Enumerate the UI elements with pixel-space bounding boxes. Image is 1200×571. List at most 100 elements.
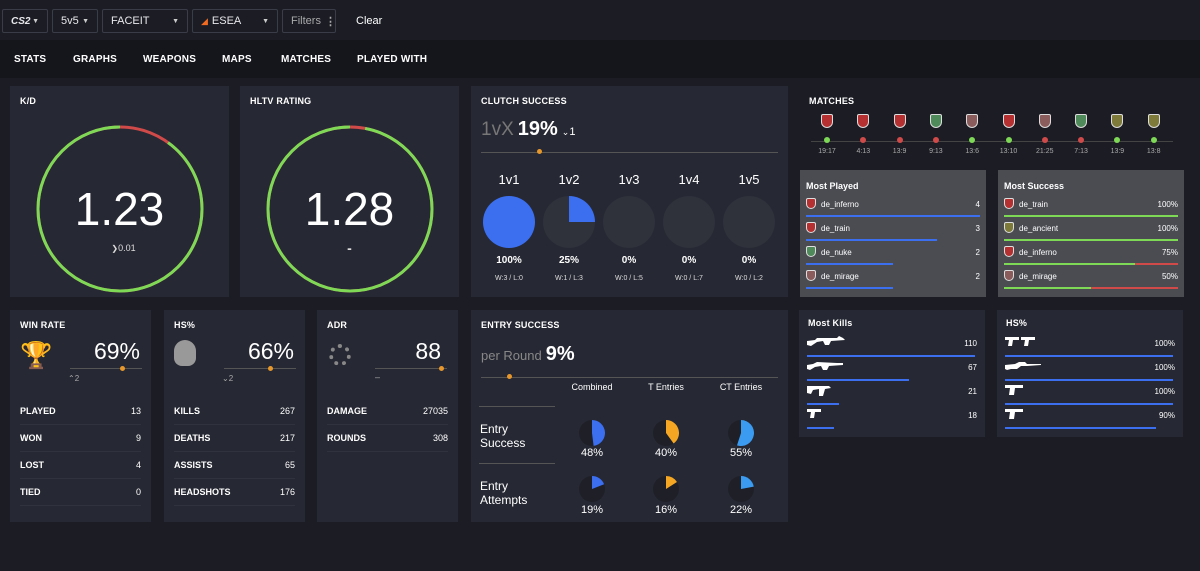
stat-label: HEADSHOTS (174, 487, 231, 497)
tab-weapons[interactable]: WEAPONS (143, 53, 197, 65)
map-icon (1004, 198, 1014, 209)
chevron-down-icon: ▼ (32, 17, 39, 25)
clutch-slider-marker (537, 149, 542, 154)
weapon-row[interactable]: 18 (807, 406, 977, 430)
hltv-change: - (347, 240, 352, 256)
match-item[interactable]: 19:17 (815, 114, 839, 155)
clutch-panel: CLUTCH SUCCESS 1vX 19% ⌄ 1 1v1 100% W:3 / L… (471, 86, 788, 297)
stat-value: 65 (284, 460, 295, 470)
team-logo-icon (1038, 114, 1051, 128)
map-row[interactable]: de_nuke 2 (806, 242, 980, 266)
platform-dropdown[interactable]: FACEIT ▼ (102, 9, 188, 33)
map-icon (1004, 222, 1014, 233)
map-bar (806, 215, 980, 217)
stat-label: WON (20, 433, 42, 443)
winrate-change-row: ⌃2 (68, 374, 79, 383)
adr-marker (439, 366, 444, 371)
map-value: 2 (975, 248, 980, 257)
hs-marker (268, 366, 273, 371)
entry-attempts-label: Entry Attempts (480, 479, 528, 507)
most-played-title: Most Played (806, 181, 859, 191)
clutch-pie (483, 196, 535, 248)
tab-matches[interactable]: MATCHES (281, 53, 332, 65)
tab-maps[interactable]: MAPS (222, 53, 252, 65)
rifle-scar-icon (807, 362, 843, 370)
clear-button[interactable]: Clear (356, 15, 383, 27)
map-value: 75% (1161, 248, 1178, 257)
match-result-dot (1078, 137, 1085, 143)
match-item[interactable]: 9:13 (924, 114, 948, 155)
entry-pie-slice (592, 420, 605, 446)
weapon-shape (807, 362, 843, 370)
tab-stats[interactable]: STATS (14, 53, 47, 65)
team-logo-icon (857, 114, 870, 128)
weapon-row[interactable]: 100% (1005, 334, 1175, 358)
entry-summary: per Round 9% (481, 343, 575, 366)
match-result-dot (1041, 137, 1048, 143)
clutch-label: 1v2 (558, 172, 580, 187)
match-score: 13:10 (999, 148, 1018, 155)
weapon-bar (807, 403, 839, 405)
map-name: de_mirage (1019, 272, 1057, 281)
tab-played-with[interactable]: PLAYED WITH (357, 53, 428, 65)
league-dropdown[interactable]: ◢ ESEA ▼ (192, 9, 278, 33)
match-item[interactable]: 13:10 (997, 114, 1021, 155)
nav-tabs: STATS GRAPHS WEAPONS MAPS MATCHES PLAYED… (0, 40, 1200, 78)
entry-slider-track (481, 377, 778, 378)
rifle-ak-icon (807, 336, 845, 346)
map-name: de_mirage (821, 272, 859, 281)
filters-button[interactable]: Filters ⋮ (282, 9, 336, 33)
stat-value: 9 (135, 433, 141, 443)
stat-row: HEADSHOTS 176 (174, 479, 295, 506)
entry-success-pct: 48% (580, 447, 604, 459)
match-item[interactable]: 7:13 (1069, 114, 1093, 155)
map-row[interactable]: de_inferno 75% (1004, 242, 1178, 266)
match-item[interactable]: 13:6 (960, 114, 984, 155)
weapon-row[interactable]: 110 (807, 334, 977, 358)
most-success-title: Most Success (1004, 181, 1065, 191)
match-item[interactable]: 21:25 (1033, 114, 1057, 155)
column-combined: Combined (571, 382, 613, 392)
mode-dropdown[interactable]: 5v5 ▼ (52, 9, 98, 33)
kd-value: 1.23 (74, 183, 165, 235)
smg-icon (807, 386, 831, 396)
weapon-shape (1005, 409, 1023, 419)
map-row[interactable]: de_train 100% (1004, 194, 1178, 218)
game-dropdown[interactable]: CS2 ▼ (2, 9, 48, 33)
clutch-pie (663, 196, 715, 248)
match-item[interactable]: 13:9 (888, 114, 912, 155)
match-result-dot (1150, 137, 1157, 143)
hltv-ring (266, 125, 434, 293)
weapon-shape (807, 386, 831, 396)
map-icon (806, 246, 816, 257)
weapon-row[interactable]: 21 (807, 382, 977, 406)
team-logo-icon (966, 114, 979, 128)
weapon-row[interactable]: 90% (1005, 406, 1175, 430)
clutch-label: 1v4 (678, 172, 700, 187)
match-item[interactable]: 13:9 (1105, 114, 1129, 155)
map-name: de_ancient (1019, 224, 1059, 233)
weapon-row[interactable]: 100% (1005, 382, 1175, 406)
stat-row: ROUNDS 308 (327, 425, 448, 452)
chevron-down-icon: ⌄ (561, 127, 570, 137)
map-row[interactable]: de_train 3 (806, 218, 980, 242)
entry-pie-slice (741, 476, 754, 489)
map-row[interactable]: de_mirage 2 (806, 266, 980, 290)
weapon-row[interactable]: 67 (807, 358, 977, 382)
adr-panel: ADR 88 – DAMAGE 27035 ROUNDS 308 (317, 310, 458, 522)
tab-graphs[interactable]: GRAPHS (73, 53, 117, 65)
match-item[interactable]: 13:8 (1142, 114, 1166, 155)
map-row[interactable]: de_mirage 50% (1004, 266, 1178, 290)
weapon-shape (807, 336, 845, 346)
match-item[interactable]: 4:13 (851, 114, 875, 155)
weapon-row[interactable]: 100% (1005, 358, 1175, 382)
map-row[interactable]: de_ancient 100% (1004, 218, 1178, 242)
clutch-record: W:3 / L:0 (495, 275, 523, 282)
weapon-bar (1005, 427, 1157, 429)
match-result-dot (1005, 137, 1012, 143)
headshot-icon (174, 340, 196, 366)
rifle-scout-icon (1005, 362, 1041, 370)
map-row[interactable]: de_inferno 4 (806, 194, 980, 218)
adr-icon (329, 344, 351, 366)
adr-change: – (375, 372, 381, 382)
